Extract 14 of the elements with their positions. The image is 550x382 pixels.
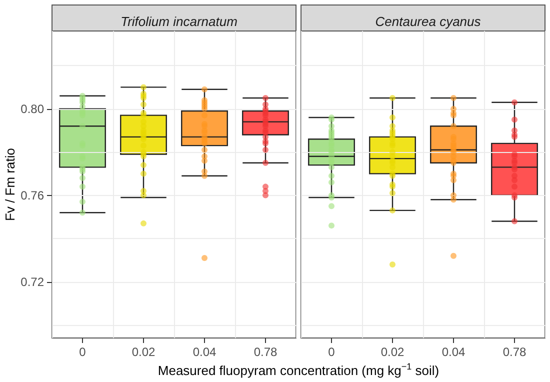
x-tick-label: 0.02 <box>132 345 156 359</box>
chart-title: Centaurea cyanus <box>375 14 482 29</box>
y-tick-label: 0.72 <box>20 274 44 289</box>
x-tick-label: 0.78 <box>254 345 278 359</box>
x-tick-label: 0 <box>328 345 336 359</box>
y-tick-label: 0.76 <box>20 188 44 202</box>
x-tick-label: 0.04 <box>192 345 216 359</box>
y-tick-label: 0.80 <box>20 102 44 116</box>
x-tick-label: 0.02 <box>380 345 404 359</box>
chart-title: Trifolium incarnatum <box>120 14 238 29</box>
x-tick-label: 0.78 <box>502 345 526 359</box>
x-tick-label: 0.04 <box>442 345 466 359</box>
x-tick-label: 0 <box>79 345 86 359</box>
y-axis-title: Fv / Fm ratio <box>2 148 18 221</box>
